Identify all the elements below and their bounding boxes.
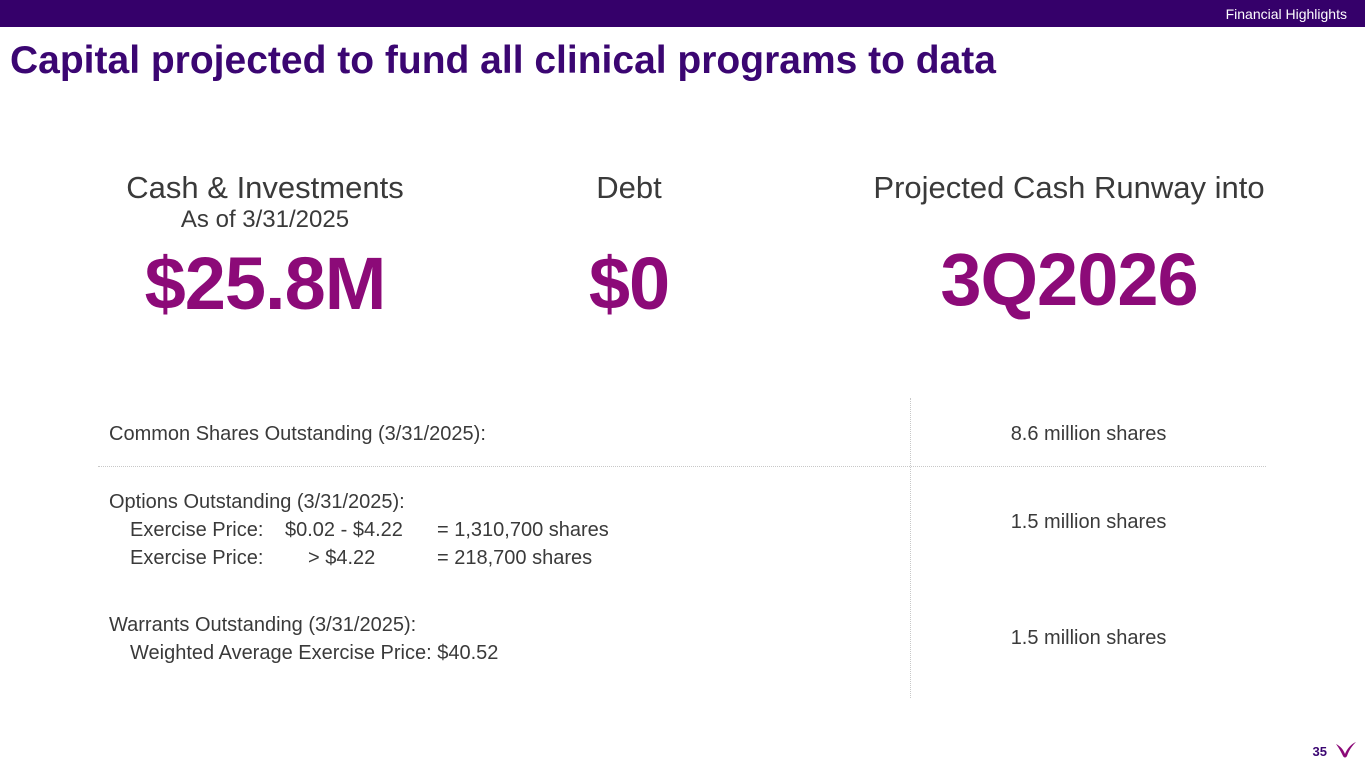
common-shares-label: Common Shares Outstanding (3/31/2025): (109, 423, 486, 445)
options-line-1-range: $0.02 - $4.22 (285, 519, 403, 541)
debt-label: Debt (596, 170, 662, 205)
column-divider (910, 398, 911, 698)
shares-table: Common Shares Outstanding (3/31/2025): 8… (98, 398, 1266, 698)
cash-investments-value: $25.8M (144, 242, 387, 325)
section-label: Financial Highlights (1225, 6, 1347, 22)
options-line-2-range: > $4.22 (308, 547, 376, 569)
options-line-2-amount: = 218,700 shares (437, 547, 593, 569)
warrants-label: Warrants Outstanding (3/31/2025): (109, 614, 417, 636)
cash-runway-metric: Projected Cash Runway into 3Q2026 (855, 170, 1283, 320)
cash-runway-value: 3Q2026 (940, 238, 1198, 321)
options-line-2-name: Exercise Price: (130, 547, 264, 569)
cash-as-of-date: As of 3/31/2025 (180, 206, 350, 233)
cash-investments-label: Cash & Investments (126, 170, 404, 205)
options-line-1-amount: = 1,310,700 shares (437, 519, 609, 541)
cash-runway-label: Projected Cash Runway into (873, 170, 1265, 205)
page-title: Capital projected to fund all clinical p… (10, 39, 996, 82)
options-value: 1.5 million shares (1010, 511, 1167, 533)
top-header-bar: Financial Highlights (0, 0, 1365, 27)
warrants-value: 1.5 million shares (1010, 627, 1167, 649)
warrants-detail: Weighted Average Exercise Price: $40.52 (130, 642, 499, 664)
debt-value: $0 (588, 242, 670, 325)
options-line-1-name: Exercise Price: (130, 519, 264, 541)
options-label: Options Outstanding (3/31/2025): (109, 491, 405, 513)
debt-metric: Debt $0 (529, 170, 729, 324)
bird-logo-icon (1336, 742, 1356, 758)
common-shares-value: 8.6 million shares (1010, 423, 1167, 445)
cash-investments-metric: Cash & Investments As of 3/31/2025 $25.8… (90, 170, 440, 324)
row-divider (98, 466, 1266, 467)
page-number: 35 (1312, 744, 1327, 759)
